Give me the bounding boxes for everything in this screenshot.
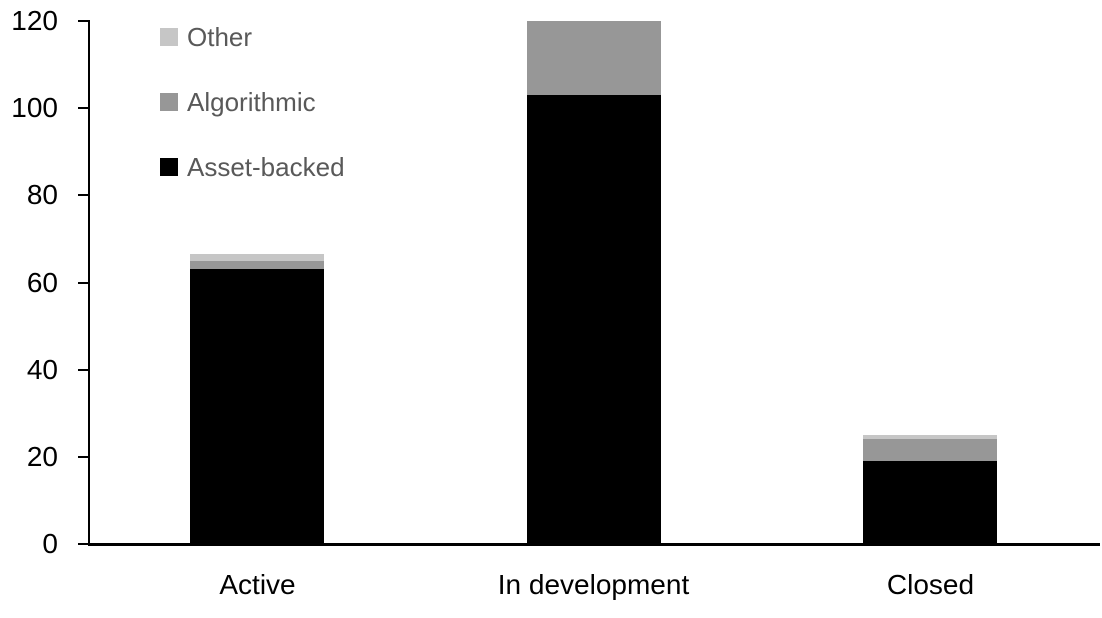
bar-segment-algorithmic-active: [190, 260, 325, 270]
legend-swatch-algorithmic: [160, 93, 178, 111]
y-tick-mark: [78, 107, 89, 110]
legend-label-asset-backed: Asset-backed: [187, 152, 345, 182]
bar-segment-other-active: [190, 254, 325, 261]
legend-item-other: Other: [160, 24, 252, 50]
bar-segment-asset-backed-closed: [862, 461, 997, 544]
bar-segment-other-closed: [862, 435, 997, 440]
y-tick-label: 20: [26, 440, 58, 472]
plot-area: [78, 20, 1098, 545]
legend-label-algorithmic: Algorithmic: [187, 87, 316, 117]
y-tick-mark: [78, 543, 89, 545]
y-tick-mark: [78, 455, 89, 458]
legend-item-algorithmic: Algorithmic: [160, 89, 316, 115]
x-axis-label-in-development: In development: [497, 569, 690, 600]
bar-segment-asset-backed-active: [190, 269, 325, 544]
y-tick-label: 40: [26, 353, 58, 385]
y-tick-label: 100: [11, 92, 58, 124]
y-tick-mark: [78, 368, 89, 371]
legend-item-asset-backed: Asset-backed: [160, 154, 345, 180]
y-tick-label: 120: [11, 5, 58, 36]
legend-label-other: Other: [187, 22, 253, 52]
bar-segment-asset-backed-in-development: [526, 95, 661, 544]
y-axis-line: [88, 20, 90, 545]
y-tick-label: 60: [26, 266, 58, 298]
y-tick-mark: [78, 281, 89, 284]
x-axis-label-closed: Closed: [886, 569, 975, 600]
y-tick-mark: [78, 20, 89, 22]
bar-segment-algorithmic-in-development: [526, 21, 661, 96]
x-axis-line: [88, 543, 1100, 546]
y-tick-label: 80: [26, 179, 58, 211]
legend-swatch-other: [160, 28, 178, 46]
x-axis-label-active: Active: [219, 569, 296, 600]
y-tick-mark: [78, 194, 89, 197]
y-tick-label: 0: [42, 528, 58, 559]
legend-swatch-asset-backed: [160, 158, 178, 176]
bar-segment-algorithmic-closed: [862, 439, 997, 462]
